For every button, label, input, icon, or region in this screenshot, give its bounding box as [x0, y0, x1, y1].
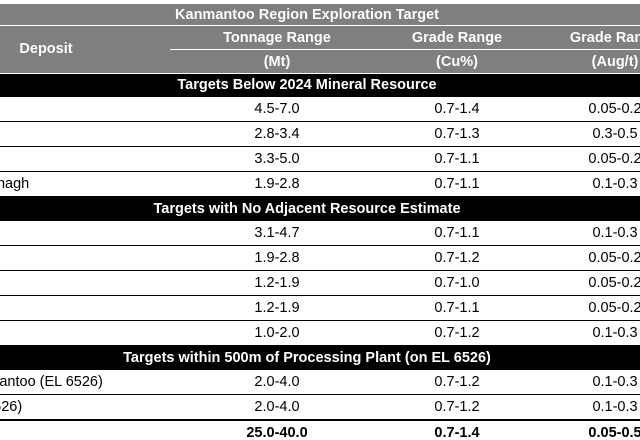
deposit-name: Kavanagh — [0, 96, 170, 122]
grade-au-value: 0.1-0.3 — [530, 220, 640, 246]
table-title-row: Kanmantoo Region Exploration Target — [0, 4, 640, 26]
grade-au-value: 0.3-0.5 — [530, 121, 640, 147]
section-label: Targets with No Adjacent Resource Estima… — [0, 196, 640, 221]
grade-cu-value: 0.7-1.1 — [384, 146, 530, 172]
deposit-name: Valentines — [0, 245, 170, 271]
grade-cu-value: 0.7-1.3 — [384, 121, 530, 147]
table-row: Nugent2.8-3.40.7-1.30.3-0.5 — [0, 121, 640, 147]
table-row: North Kanmantoo (EL 6526)2.0-4.00.7-1.20… — [0, 369, 640, 395]
grade-au-value: 0.05-0.2 — [530, 245, 640, 271]
section-header-row: Targets Below 2024 Mineral Resource — [0, 73, 640, 97]
table-row: Miners1.0-2.00.7-1.20.1-0.3 — [0, 320, 640, 347]
deposit-name: Giles (EL 6526) — [0, 394, 170, 421]
tonnage-value: 1.2-1.9 — [170, 270, 384, 296]
exploration-target-table: Kanmantoo Region Exploration Target Depo… — [0, 4, 640, 440]
grade-cu-value: 0.7-1.4 — [384, 96, 530, 122]
deposit-name: North Kanmantoo (EL 6526) — [0, 369, 170, 395]
total-label-cell: Total — [0, 419, 170, 440]
grade-cu-value: 0.7-1.2 — [384, 320, 530, 347]
grade-au-column-header: Grade Range — [530, 25, 640, 50]
grade-au-value: 0.1-0.3 — [530, 394, 640, 421]
total-grade-cu: 0.7-1.4 — [384, 419, 530, 440]
section-header-row: Targets with No Adjacent Resource Estima… — [0, 196, 640, 221]
table-row: Kavanagh4.5-7.00.7-1.40.05-0.2 — [0, 96, 640, 122]
total-grade-au: 0.05-0.5 — [530, 419, 640, 440]
grade-cu-unit: (Cu%) — [384, 49, 530, 73]
deposit-name: Bremley — [0, 295, 170, 321]
grade-au-value: 0.1-0.3 — [530, 171, 640, 198]
header-row: Deposit Tonnage Range Grade Range Grade … — [0, 25, 640, 74]
table-row: Valentines1.9-2.80.7-1.20.05-0.2 — [0, 245, 640, 271]
grade-au-value: 0.05-0.2 — [530, 96, 640, 122]
table-row: South Kavanagh1.9-2.80.7-1.10.1-0.3 — [0, 171, 640, 198]
deposit-column-header: Deposit — [0, 25, 170, 74]
section-label: Targets within 500m of Processing Plant … — [0, 345, 640, 370]
grade-au-unit: (Aug/t) — [530, 49, 640, 73]
total-tonnage: 25.0-40.0 — [170, 419, 384, 440]
deposit-name: Miners — [0, 320, 170, 347]
section-label: Targets Below 2024 Mineral Resource — [0, 73, 640, 97]
total-row: Total25.0-40.00.7-1.40.05-0.5 — [0, 419, 640, 440]
tonnage-value: 1.0-2.0 — [170, 320, 384, 347]
tonnage-value: 2.8-3.4 — [170, 121, 384, 147]
deposit-name: South Kavanagh — [0, 171, 170, 198]
grade-cu-value: 0.7-1.1 — [384, 220, 530, 246]
grade-cu-value: 0.7-1.1 — [384, 295, 530, 321]
grade-au-value: 0.05-0.2 — [530, 295, 640, 321]
deposit-name: Nugent — [0, 121, 170, 147]
grade-au-value: 0.1-0.3 — [530, 320, 640, 347]
tonnage-value: 2.0-4.0 — [170, 394, 384, 421]
grade-cu-value: 0.7-1.2 — [384, 245, 530, 271]
tonnage-value: 1.9-2.8 — [170, 171, 384, 198]
tonnage-value: 3.1-4.7 — [170, 220, 384, 246]
tonnage-value: 4.5-7.0 — [170, 96, 384, 122]
section-header-row: Targets within 500m of Processing Plant … — [0, 345, 640, 370]
unit-row: (Mt) (Cu%) (Aug/t) — [0, 49, 640, 73]
grade-au-value: 0.1-0.3 — [530, 369, 640, 395]
grade-au-value: 0.05-0.2 — [530, 146, 640, 172]
table-row: Matthew3.1-4.70.7-1.10.1-0.3 — [0, 220, 640, 246]
table-row: Emily Star3.3-5.00.7-1.10.05-0.2 — [0, 146, 640, 172]
table-title: Kanmantoo Region Exploration Target — [0, 4, 640, 26]
grade-cu-value: 0.7-1.2 — [384, 394, 530, 421]
deposit-name: Emily Star — [0, 146, 170, 172]
tonnage-column-header: Tonnage Range — [170, 25, 384, 50]
grade-cu-value: 0.7-1.2 — [384, 369, 530, 395]
table-row: Bremley1.2-1.90.7-1.10.05-0.2 — [0, 295, 640, 321]
tonnage-value: 1.9-2.8 — [170, 245, 384, 271]
tonnage-value: 1.2-1.9 — [170, 295, 384, 321]
grade-cu-value: 0.7-1.1 — [384, 171, 530, 198]
tonnage-value: 3.3-5.0 — [170, 146, 384, 172]
tonnage-unit: (Mt) — [170, 49, 384, 73]
deposit-name: Paringa — [0, 270, 170, 296]
grade-cu-value: 0.7-1.0 — [384, 270, 530, 296]
grade-cu-column-header: Grade Range — [384, 25, 530, 50]
grade-au-value: 0.05-0.2 — [530, 270, 640, 296]
table-row: Paringa1.2-1.90.7-1.00.05-0.2 — [0, 270, 640, 296]
deposit-name: Matthew — [0, 220, 170, 246]
tonnage-value: 2.0-4.0 — [170, 369, 384, 395]
table-row: Giles (EL 6526)2.0-4.00.7-1.20.1-0.3 — [0, 394, 640, 421]
